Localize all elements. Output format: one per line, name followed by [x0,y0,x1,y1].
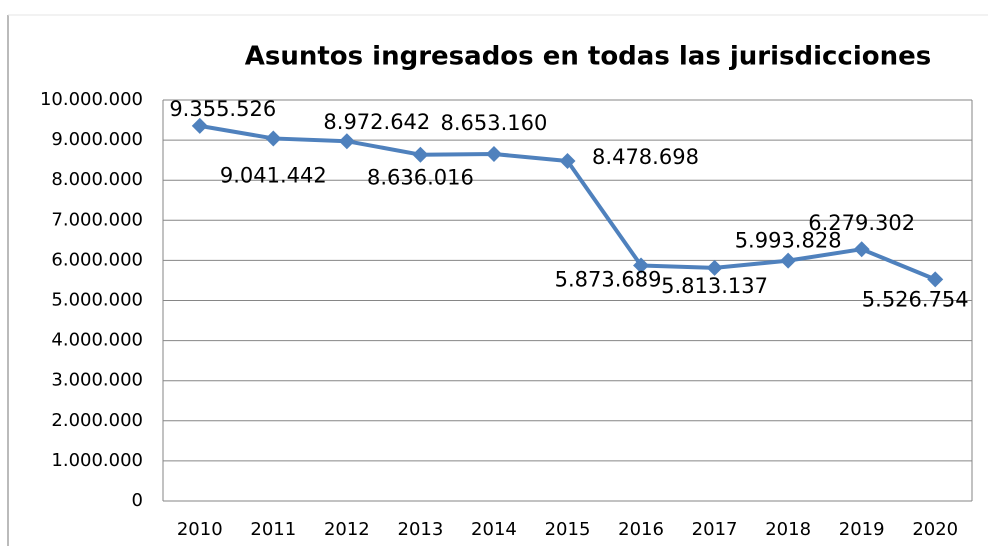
y-tick-label: 8.000.000 [51,169,143,190]
x-tick-label: 2011 [250,519,296,540]
value-label: 9.355.526 [169,97,276,121]
value-label: 5.813.137 [661,274,768,298]
value-label: 9.041.442 [220,163,327,187]
y-tick-label: 0 [132,490,143,511]
x-tick-label: 2010 [177,519,223,540]
x-tick-label: 2012 [324,519,370,540]
value-label: 8.636.016 [367,166,474,190]
marker [191,117,208,134]
y-tick-label: 2.000.000 [51,410,143,431]
y-tick-label: 6.000.000 [51,249,143,270]
x-tick-label: 2014 [471,519,517,540]
x-tick-label: 2020 [912,519,958,540]
chart-title: Asuntos ingresados en todas las jurisdic… [245,42,931,72]
y-tick-label: 7.000.000 [51,209,143,230]
marker [706,259,723,276]
x-tick-label: 2015 [545,519,591,540]
y-tick-label: 9.000.000 [51,129,143,150]
marker [485,146,502,163]
value-label: 8.478.698 [592,145,699,169]
y-tick-label: 4.000.000 [51,330,143,351]
marker [265,130,282,147]
marker [338,133,355,150]
y-tick-label: 10.000.000 [40,89,143,110]
y-tick-label: 3.000.000 [51,370,143,391]
y-tick-label: 1.000.000 [51,450,143,471]
marker [412,146,429,163]
x-tick-label: 2013 [398,519,444,540]
marker [927,271,944,288]
marker [559,153,576,170]
value-label: 8.972.642 [323,110,430,134]
marker [853,241,870,258]
y-tick-label: 5.000.000 [51,290,143,311]
x-tick-label: 2017 [692,519,738,540]
value-label: 5.993.828 [735,229,842,253]
value-label: 6.279.302 [808,211,915,235]
x-tick-label: 2016 [618,519,664,540]
marker [633,257,650,274]
line [199,123,936,282]
value-label: 5.526.754 [862,287,969,311]
x-tick-label: 2018 [765,519,811,540]
value-label: 5.873.689 [555,267,662,291]
x-tick-label: 2019 [839,519,885,540]
value-label: 8.653.160 [441,111,548,135]
marker [780,252,797,269]
